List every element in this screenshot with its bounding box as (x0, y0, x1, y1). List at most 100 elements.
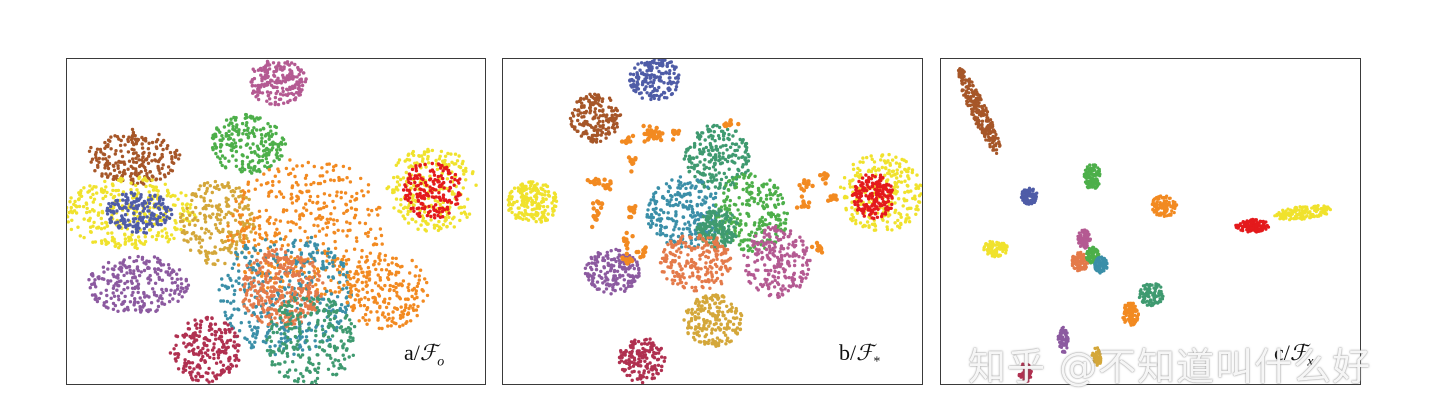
data-point (234, 199, 238, 204)
data-point (387, 301, 391, 306)
data-point (298, 343, 302, 347)
data-point (142, 182, 146, 186)
data-point (188, 365, 192, 370)
data-point (851, 178, 855, 182)
data-point (363, 312, 368, 317)
data-point (129, 181, 133, 185)
data-point (118, 206, 122, 210)
data-point (331, 361, 335, 365)
data-point (598, 124, 602, 128)
data-point (249, 303, 253, 307)
data-point (878, 194, 882, 199)
data-point (221, 227, 225, 232)
data-point (221, 240, 225, 245)
data-point (595, 131, 600, 135)
data-point (677, 73, 681, 77)
data-point (227, 129, 231, 133)
data-point (322, 318, 327, 323)
data-point (155, 138, 160, 142)
data-point (278, 297, 282, 301)
data-point (344, 348, 349, 352)
data-point (133, 285, 138, 289)
data-point (594, 140, 599, 144)
data-point (208, 199, 213, 203)
data-point (599, 133, 603, 137)
data-point (123, 143, 127, 147)
data-point (171, 203, 176, 207)
data-point (329, 250, 333, 255)
data-point (657, 97, 661, 101)
data-point (265, 62, 270, 66)
data-point (241, 226, 245, 231)
data-point (657, 59, 661, 62)
data-point (293, 62, 297, 67)
data-point (242, 128, 247, 133)
data-point (644, 85, 648, 89)
data-point (74, 211, 79, 215)
data-point (232, 299, 236, 303)
data-point (412, 183, 416, 188)
data-point (85, 206, 89, 211)
data-point (237, 269, 241, 273)
data-point (865, 155, 869, 160)
data-point (646, 81, 650, 85)
data-point (303, 314, 308, 318)
data-point (136, 221, 140, 226)
data-point (146, 161, 151, 165)
data-point (254, 95, 258, 99)
data-point (260, 91, 265, 95)
data-point (864, 179, 869, 183)
data-point (262, 310, 266, 314)
data-point (508, 191, 512, 195)
data-point (455, 159, 460, 163)
data-point (137, 226, 141, 230)
data-point (365, 322, 369, 326)
data-point (414, 166, 418, 170)
data-point (324, 233, 329, 237)
data-point (264, 132, 268, 137)
data-point (82, 186, 86, 190)
data-point (474, 183, 478, 187)
data-point (526, 198, 530, 202)
data-point (230, 132, 234, 136)
data-point (341, 344, 345, 348)
data-point (257, 242, 261, 246)
data-point (251, 332, 256, 336)
data-point (267, 307, 271, 311)
data-point (324, 330, 328, 334)
data-point (87, 218, 91, 222)
data-point (264, 69, 268, 73)
data-point (238, 235, 242, 239)
data-point (657, 85, 661, 90)
data-point (425, 293, 430, 298)
data-point (202, 199, 206, 203)
data-point (390, 319, 394, 323)
data-point (288, 229, 293, 233)
data-point (177, 292, 181, 296)
data-point (878, 185, 882, 189)
data-point (277, 327, 282, 331)
data-point (401, 323, 405, 327)
data-point (279, 336, 284, 341)
data-point (535, 182, 539, 186)
data-point (878, 204, 882, 208)
data-point (744, 156, 748, 160)
data-point (255, 128, 259, 132)
data-point (853, 173, 858, 178)
data-point (299, 315, 303, 319)
cluster-seagreen (682, 123, 751, 191)
data-point (360, 280, 364, 285)
data-point (361, 316, 365, 320)
data-point (145, 215, 149, 219)
data-point (244, 123, 248, 128)
data-point (137, 217, 141, 221)
data-point (110, 267, 115, 271)
data-point (412, 209, 416, 213)
data-point (256, 97, 261, 102)
data-point (219, 143, 224, 147)
data-point (238, 138, 242, 143)
data-point (243, 246, 247, 250)
data-point (880, 197, 885, 201)
data-point (179, 289, 183, 293)
data-point (301, 296, 305, 300)
